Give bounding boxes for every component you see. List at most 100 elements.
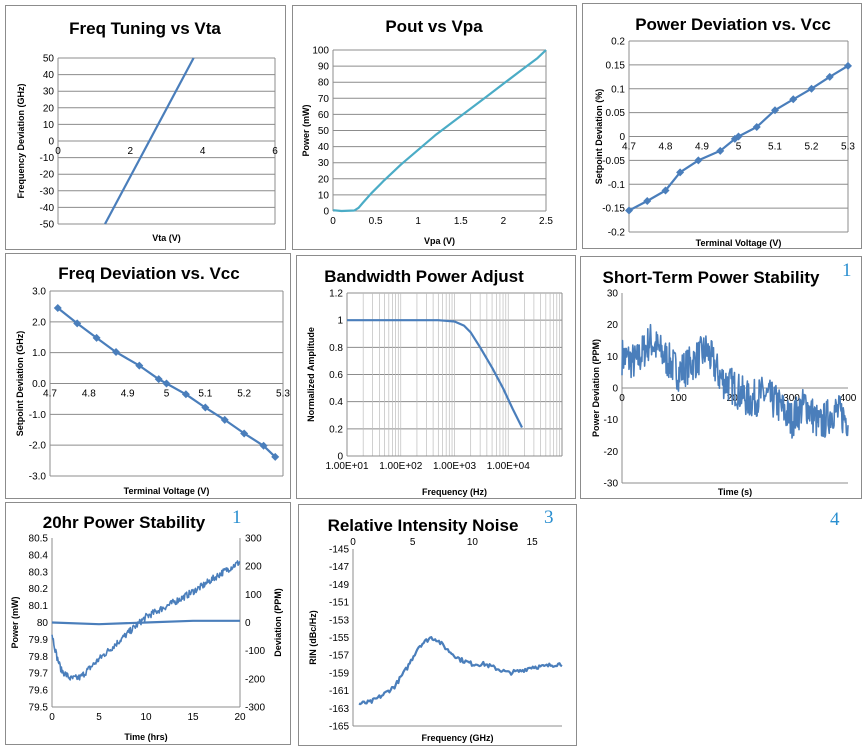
data-point xyxy=(201,403,210,412)
y-tick-label: 40 xyxy=(43,70,55,81)
y-axis-label: Frequency Deviation (GHz) xyxy=(16,83,26,198)
y-tick-label: -0.05 xyxy=(602,156,625,167)
x-tick-label: 5.3 xyxy=(841,142,855,153)
series-line xyxy=(332,49,547,213)
x-tick-label: 5.1 xyxy=(198,389,212,400)
y-tick-label: -30 xyxy=(40,186,55,197)
y-tick-label: -1.0 xyxy=(29,410,47,421)
y-tick-label: -3.0 xyxy=(29,472,47,483)
y-tick-label: 3.0 xyxy=(32,287,46,298)
x-tick-label: 4.8 xyxy=(82,389,96,400)
y-tick-label: 50 xyxy=(318,126,330,137)
y-tick-label: 0.4 xyxy=(329,397,343,408)
y-axis-label: Normalized Amplitude xyxy=(306,327,316,422)
y-tick-label: 60 xyxy=(318,110,330,121)
x-tick-label: 2 xyxy=(128,146,134,157)
footnote-marker: 3 xyxy=(544,507,554,528)
x-tick-label: 100 xyxy=(670,393,687,404)
y2-axis-label: Deviation (PPM) xyxy=(273,588,283,657)
x-axis-label: Vta (V) xyxy=(152,233,181,243)
footnote-marker: 1 xyxy=(232,507,242,528)
y-axis-label: Power (mW) xyxy=(301,104,311,156)
y-tick-label: 20 xyxy=(318,174,330,185)
y-tick-label: 0 xyxy=(612,384,618,395)
y-tick-label: -20 xyxy=(604,447,619,458)
x-tick-label: 4 xyxy=(200,146,206,157)
y-tick-label: 0.2 xyxy=(329,424,343,435)
x-tick-label: 0 xyxy=(330,216,336,227)
x-tick-label: 6 xyxy=(272,146,278,157)
y-tick-label: 100 xyxy=(312,46,329,57)
chart-title: Relative Intensity Noise xyxy=(328,516,519,535)
chart-bandwidth: Bandwidth Power Adjust1.210.80.60.40.201… xyxy=(306,267,563,497)
data-point xyxy=(259,441,268,450)
series-line xyxy=(621,323,849,439)
x-tick-label: 4.9 xyxy=(121,389,135,400)
y-tick-label: -151 xyxy=(329,598,349,609)
x-tick-label: 5.3 xyxy=(276,389,290,400)
x-axis-label: Frequency (GHz) xyxy=(421,733,493,743)
y-axis-label: RIN (dBc/Hz) xyxy=(308,610,318,665)
x-tick-label: 0 xyxy=(619,393,625,404)
chart-title: Bandwidth Power Adjust xyxy=(324,267,524,286)
y-tick-label: 70 xyxy=(318,94,330,105)
y-axis-label: Setpoint Deviation (%) xyxy=(594,89,604,185)
y-tick-label: 80.5 xyxy=(29,534,49,545)
y-tick-label: 79.6 xyxy=(29,686,49,697)
series-line xyxy=(358,636,563,706)
y-tick-label: -161 xyxy=(329,686,349,697)
data-point xyxy=(271,452,280,461)
y-tick-label: -153 xyxy=(329,615,349,626)
y-tick-label: -0.1 xyxy=(608,180,626,191)
series-line xyxy=(104,57,195,225)
data-point xyxy=(807,84,816,93)
x-tick-label: 20 xyxy=(234,712,246,723)
data-point xyxy=(73,319,82,328)
y-tick-label: -149 xyxy=(329,580,349,591)
y2-tick-label: -100 xyxy=(245,646,265,657)
y-axis-label: Power (mW) xyxy=(10,596,20,648)
x-tick-label: 5.1 xyxy=(768,142,782,153)
chart-power-deviation: Power Deviation vs. Vcc 0.2 0.15 0.1 0.05 0 -0… xyxy=(594,15,855,248)
chart-panel-20hr: 20hr Power Stability 80.5 80.4 80.3 80.2 80.1… xyxy=(5,502,291,745)
y2-tick-label: 200 xyxy=(245,562,262,573)
x-tick-label: 5 xyxy=(410,537,416,548)
y-tick-label: -10 xyxy=(40,153,55,164)
data-point xyxy=(752,122,761,131)
y-tick-label: 80.4 xyxy=(29,550,49,561)
y-tick-label: 20 xyxy=(43,103,55,114)
x-tick-label: 4.7 xyxy=(622,142,636,153)
y-tick-label: -30 xyxy=(604,479,619,490)
x-tick-label: 5.2 xyxy=(237,389,251,400)
y-tick-label: -0.2 xyxy=(608,228,626,239)
y2-tick-label: 300 xyxy=(245,534,262,545)
y-tick-label: -163 xyxy=(329,704,349,715)
data-point xyxy=(135,361,144,370)
y-tick-label: 0.15 xyxy=(606,60,626,71)
y-tick-label: 30 xyxy=(607,289,619,300)
y-tick-label: 1.2 xyxy=(329,289,343,300)
chart-panel-short-term: Short-Term Power Stability 30 20 10 0 -10 -20-… xyxy=(580,256,862,499)
chart-20hr: 20hr Power Stability 80.5 80.4 80.3 80.2 80.1… xyxy=(10,513,283,742)
y-tick-label: 1 xyxy=(337,316,343,327)
y-tick-label: 20 xyxy=(607,320,619,331)
chart-panel-bandwidth: Bandwidth Power Adjust 1.2 1 0.8 0.6 0.4 0.2 0 1… xyxy=(296,255,576,499)
chart-panel-power-deviation: Power Deviation vs. Vcc 0.2 0.15 0.1 0.05 0 -0… xyxy=(582,3,862,249)
x-axis-label: Terminal Voltage (V) xyxy=(696,238,782,248)
y-tick-label: 2.0 xyxy=(32,317,46,328)
data-point xyxy=(53,303,62,312)
footnote-marker: 1 xyxy=(842,260,852,281)
x-tick-label: 300 xyxy=(783,393,800,404)
y-tick-label: 80 xyxy=(37,618,49,629)
chart-freq-deviation: Freq Deviation vs. Vcc 3.0 2.0 1.0 0.0 -1.0 -2… xyxy=(15,264,290,496)
y-tick-label: -165 xyxy=(329,722,349,733)
chart-panel-freq-deviation: Freq Deviation vs. Vcc 3.0 2.0 1.0 0.0 -1.0 -2… xyxy=(5,253,291,499)
data-point xyxy=(625,206,633,215)
y-tick-label: 10 xyxy=(318,190,330,201)
x-tick-label: 1.5 xyxy=(454,216,468,227)
y-tick-label: 79.7 xyxy=(29,669,49,680)
y-tick-label: 0.6 xyxy=(329,370,343,381)
y-tick-label: -157 xyxy=(329,651,349,662)
data-point xyxy=(643,196,652,205)
